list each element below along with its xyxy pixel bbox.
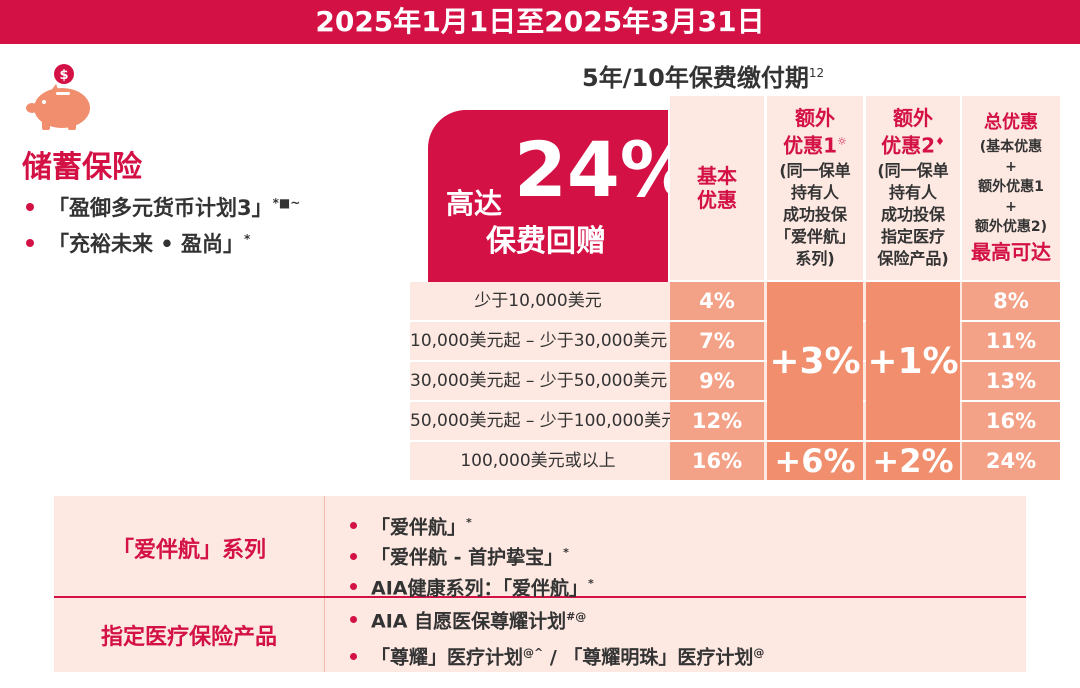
basic-discount-cell: 7% bbox=[670, 322, 764, 360]
series-product-list: 「爱伴航」* 「爱伴航 - 首护挚宝」* AIA健康系列：「爱伴航」* bbox=[350, 510, 594, 601]
extra1-merged-cell: +3% bbox=[767, 282, 863, 440]
total-discount-cell: 13% bbox=[962, 362, 1060, 400]
total-discount-cell: 16% bbox=[962, 402, 1060, 440]
savings-insurance-title: 储蓄保险 bbox=[22, 150, 142, 185]
list-item: AIA 自愿医保尊耀计划#@ bbox=[350, 604, 764, 634]
row-label-premium-band: 少于10,000美元 bbox=[474, 291, 602, 311]
row-label-premium-band: 100,000美元或以上 bbox=[460, 451, 616, 471]
promo-subtitle: 保费回赠 bbox=[486, 224, 606, 259]
header-total: 总优惠 (基本优惠 + 额外优惠1 + 额外优惠2) 最高可达 bbox=[962, 96, 1060, 280]
list-item: 「充裕未来 • 盈尚」* bbox=[26, 228, 300, 258]
list-item: 「尊耀」医疗计划@^ / 「尊耀明珠」医疗计划@ bbox=[350, 640, 764, 670]
basic-discount-cell: 4% bbox=[670, 282, 764, 320]
legend-divider bbox=[54, 596, 1026, 598]
payment-period-label: 5年/10年保费缴付期12 bbox=[582, 64, 825, 92]
extra1-top-cell: +6% bbox=[767, 442, 863, 480]
piggy-bank-dollar-icon: $ bbox=[26, 64, 90, 130]
medical-products-label: 指定医疗保险产品 bbox=[100, 625, 277, 650]
date-banner: 2025年1月1日至2025年3月31日 bbox=[0, 0, 1080, 44]
basic-discount-cell: 12% bbox=[670, 402, 764, 440]
row-label-premium-band: 10,000美元起 – 少于30,000美元 bbox=[410, 331, 668, 351]
header-extra2: 额外 优惠2♦ (同一保单 持有人 成功投保 指定医疗 保险产品) bbox=[866, 96, 960, 280]
series-label: 「爱伴航」系列 bbox=[111, 538, 266, 563]
total-discount-cell: 11% bbox=[962, 322, 1060, 360]
basic-discount-cell: 9% bbox=[670, 362, 764, 400]
header-basic: 基本 优惠 bbox=[670, 96, 764, 280]
list-item: AIA健康系列：「爱伴航」* bbox=[350, 571, 594, 601]
promo-badge: 高达 24% 保费回赠 bbox=[428, 110, 696, 282]
row-label-premium-band: 30,000美元起 – 少于50,000美元 bbox=[410, 371, 668, 391]
extra2-merged-cell: +1% bbox=[866, 282, 960, 440]
promo-percent: 24% bbox=[514, 125, 696, 214]
row-label-premium-band: 50,000美元起 – 少于100,000美元 bbox=[410, 411, 679, 431]
svg-text:$: $ bbox=[59, 68, 68, 83]
list-item: 「盈御多元货币计划3」*■~ bbox=[26, 192, 300, 222]
header-extra1: 额外 优惠1☼ (同一保单 持有人 成功投保 「爱伴航」 系列) bbox=[767, 96, 863, 280]
list-item: 「爱伴航」* bbox=[350, 510, 594, 540]
medical-product-list: AIA 自愿医保尊耀计划#@ 「尊耀」医疗计划@^ / 「尊耀明珠」医疗计划@ bbox=[350, 604, 764, 671]
basic-discount-cell: 16% bbox=[670, 442, 764, 480]
list-item: 「爱伴航 - 首护挚宝」* bbox=[350, 540, 594, 570]
extra2-top-cell: +2% bbox=[866, 442, 960, 480]
legend-box bbox=[54, 496, 1026, 672]
total-discount-cell: 24% bbox=[962, 442, 1060, 480]
total-discount-cell: 8% bbox=[962, 282, 1060, 320]
promo-prefix: 高达 bbox=[446, 187, 503, 220]
legend-divider bbox=[324, 496, 325, 672]
savings-product-list: 「盈御多元货币计划3」*■~ 「充裕未来 • 盈尚」* bbox=[26, 192, 300, 264]
